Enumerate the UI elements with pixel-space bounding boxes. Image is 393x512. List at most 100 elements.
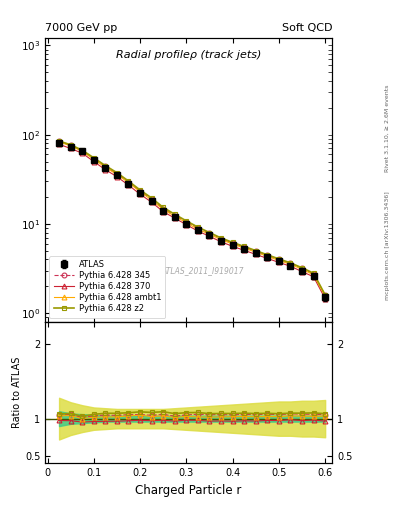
Pythia 6.428 ambt1 [219, 237, 223, 243]
Pythia 6.428 ambt1 [265, 253, 270, 260]
Pythia 6.428 345 [323, 292, 327, 298]
Pythia 6.428 ambt1 [173, 213, 177, 219]
Pythia 6.428 z2 [68, 142, 73, 148]
Pythia 6.428 ambt1 [299, 266, 304, 272]
Pythia 6.428 345 [161, 206, 165, 212]
Pythia 6.428 ambt1 [323, 293, 327, 299]
Pythia 6.428 370 [68, 145, 73, 152]
Pythia 6.428 370 [115, 174, 119, 180]
Pythia 6.428 345 [173, 212, 177, 219]
Line: Pythia 6.428 z2: Pythia 6.428 z2 [57, 139, 327, 297]
Pythia 6.428 z2 [299, 265, 304, 271]
Pythia 6.428 345 [80, 147, 84, 154]
Pythia 6.428 370 [126, 182, 131, 188]
Pythia 6.428 z2 [196, 224, 200, 230]
Pythia 6.428 z2 [219, 235, 223, 241]
Pythia 6.428 345 [277, 257, 281, 263]
Pythia 6.428 370 [173, 215, 177, 221]
Pythia 6.428 370 [149, 199, 154, 205]
Pythia 6.428 370 [184, 222, 189, 228]
Pythia 6.428 z2 [57, 138, 61, 144]
Pythia 6.428 345 [253, 248, 258, 254]
Pythia 6.428 ambt1 [68, 143, 73, 149]
Pythia 6.428 ambt1 [230, 241, 235, 247]
Text: Rivet 3.1.10, ≥ 2.6M events: Rivet 3.1.10, ≥ 2.6M events [385, 84, 389, 172]
Pythia 6.428 370 [323, 295, 327, 302]
Pythia 6.428 z2 [161, 204, 165, 210]
Pythia 6.428 345 [57, 138, 61, 144]
Pythia 6.428 345 [149, 196, 154, 202]
Pythia 6.428 z2 [126, 178, 131, 184]
Pythia 6.428 345 [311, 271, 316, 277]
X-axis label: Charged Particle r: Charged Particle r [136, 484, 242, 497]
Pythia 6.428 345 [219, 236, 223, 242]
Pythia 6.428 z2 [311, 270, 316, 276]
Pythia 6.428 345 [230, 240, 235, 246]
Pythia 6.428 ambt1 [184, 220, 189, 226]
Pythia 6.428 370 [138, 191, 142, 197]
Pythia 6.428 z2 [138, 187, 142, 193]
Pythia 6.428 345 [92, 156, 96, 162]
Pythia 6.428 z2 [230, 239, 235, 245]
Pythia 6.428 345 [115, 170, 119, 177]
Pythia 6.428 z2 [184, 218, 189, 224]
Pythia 6.428 z2 [92, 155, 96, 161]
Pythia 6.428 345 [242, 244, 246, 250]
Pythia 6.428 ambt1 [207, 231, 212, 237]
Pythia 6.428 z2 [115, 169, 119, 176]
Line: Pythia 6.428 345: Pythia 6.428 345 [57, 139, 328, 298]
Pythia 6.428 370 [299, 268, 304, 274]
Text: Radial profileρ (track jets): Radial profileρ (track jets) [116, 50, 261, 60]
Legend: ATLAS, Pythia 6.428 345, Pythia 6.428 370, Pythia 6.428 ambt1, Pythia 6.428 z2: ATLAS, Pythia 6.428 345, Pythia 6.428 37… [50, 256, 165, 317]
Pythia 6.428 345 [288, 260, 293, 266]
Pythia 6.428 ambt1 [126, 180, 131, 186]
Pythia 6.428 370 [230, 243, 235, 249]
Pythia 6.428 345 [138, 188, 142, 195]
Pythia 6.428 345 [265, 252, 270, 258]
Pythia 6.428 370 [92, 158, 96, 164]
Text: mcplots.cern.ch [arXiv:1306.3436]: mcplots.cern.ch [arXiv:1306.3436] [385, 191, 389, 300]
Pythia 6.428 ambt1 [80, 148, 84, 155]
Y-axis label: Ratio to ATLAS: Ratio to ATLAS [12, 357, 22, 428]
Pythia 6.428 ambt1 [57, 139, 61, 145]
Pythia 6.428 z2 [103, 162, 108, 168]
Pythia 6.428 370 [161, 208, 165, 215]
Pythia 6.428 370 [196, 228, 200, 234]
Pythia 6.428 ambt1 [138, 188, 142, 195]
Pythia 6.428 ambt1 [196, 226, 200, 232]
Pythia 6.428 370 [242, 247, 246, 253]
Pythia 6.428 z2 [265, 252, 270, 258]
Pythia 6.428 ambt1 [149, 197, 154, 203]
Pythia 6.428 345 [103, 163, 108, 169]
Pythia 6.428 z2 [253, 247, 258, 253]
Pythia 6.428 345 [126, 179, 131, 185]
Pythia 6.428 ambt1 [311, 272, 316, 278]
Pythia 6.428 z2 [242, 243, 246, 249]
Pythia 6.428 z2 [288, 260, 293, 266]
Pythia 6.428 ambt1 [242, 245, 246, 251]
Pythia 6.428 z2 [277, 256, 281, 262]
Pythia 6.428 370 [288, 263, 293, 269]
Pythia 6.428 z2 [149, 195, 154, 201]
Pythia 6.428 370 [207, 233, 212, 240]
Pythia 6.428 370 [277, 259, 281, 265]
Pythia 6.428 370 [311, 274, 316, 280]
Pythia 6.428 ambt1 [288, 261, 293, 267]
Text: Soft QCD: Soft QCD [282, 23, 332, 33]
Pythia 6.428 ambt1 [161, 206, 165, 212]
Pythia 6.428 370 [265, 255, 270, 262]
Pythia 6.428 z2 [323, 292, 327, 298]
Pythia 6.428 345 [207, 230, 212, 236]
Pythia 6.428 370 [103, 166, 108, 173]
Pythia 6.428 345 [299, 265, 304, 271]
Pythia 6.428 370 [253, 251, 258, 258]
Pythia 6.428 ambt1 [253, 249, 258, 255]
Pythia 6.428 ambt1 [92, 156, 96, 162]
Pythia 6.428 ambt1 [277, 257, 281, 263]
Pythia 6.428 345 [68, 142, 73, 148]
Pythia 6.428 345 [184, 219, 189, 225]
Text: ATLAS_2011_I919017: ATLAS_2011_I919017 [162, 266, 244, 275]
Pythia 6.428 ambt1 [103, 164, 108, 170]
Pythia 6.428 370 [57, 141, 61, 147]
Pythia 6.428 ambt1 [115, 172, 119, 178]
